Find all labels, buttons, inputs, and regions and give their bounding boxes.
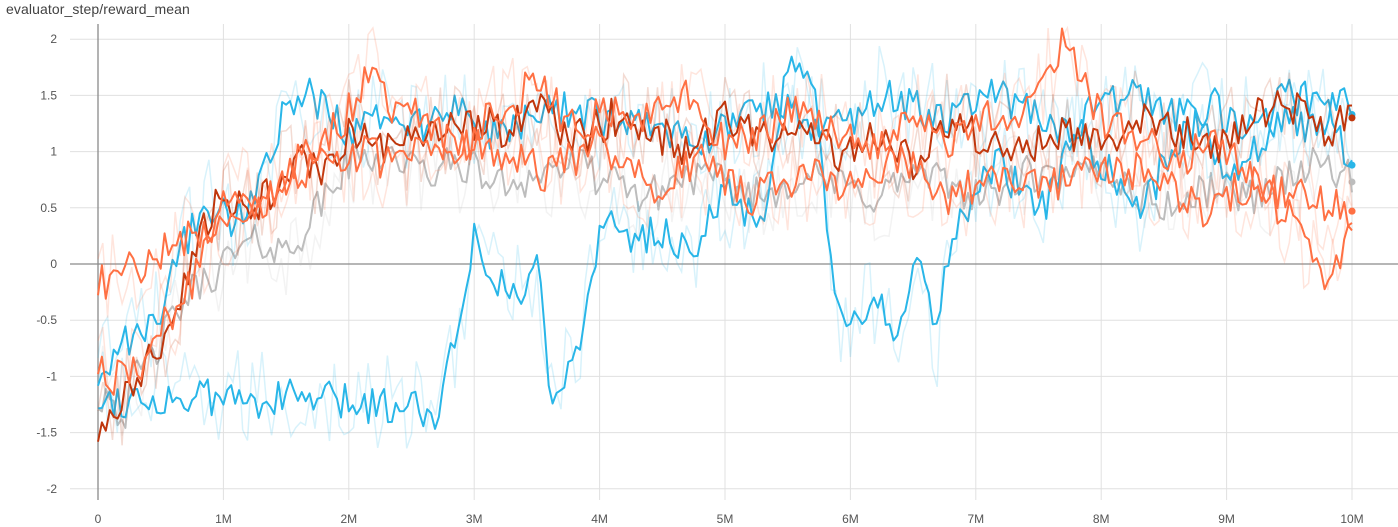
chart-grid (70, 24, 1398, 500)
y-tick-label: -1 (46, 369, 57, 383)
series-end-point (1348, 161, 1356, 169)
series-line (97, 27, 1353, 396)
y-tick-label: -2 (46, 482, 57, 496)
series-line (97, 123, 1353, 300)
x-tick-label: 7M (967, 512, 984, 526)
chart-axes (70, 24, 1398, 500)
series-line (97, 144, 1353, 429)
series-raw-line (97, 120, 1353, 436)
x-tick-label: 0 (95, 512, 102, 526)
x-tick-label: 10M (1340, 512, 1363, 526)
x-tick-label: 6M (842, 512, 859, 526)
x-tick-label: 3M (466, 512, 483, 526)
chart-series (97, 25, 1356, 449)
x-tick-label: 8M (1093, 512, 1110, 526)
x-tick-label: 5M (717, 512, 734, 526)
y-tick-label: 0 (50, 257, 57, 271)
chart-title: evaluator_step/reward_mean (6, 1, 190, 17)
y-tick-label: -1.5 (36, 426, 57, 440)
series-end-point (1348, 178, 1356, 186)
series-line (97, 77, 1353, 387)
y-tick-label: 0.5 (40, 201, 57, 215)
x-tick-label: 4M (591, 512, 608, 526)
y-tick-label: 1.5 (40, 88, 57, 102)
x-tick-label: 9M (1218, 512, 1235, 526)
series-raw-line (97, 97, 1353, 318)
y-tick-label: 1 (50, 145, 57, 159)
chart-tick-labels: 2 1.5 1 0.5 0 -0.5 -1 -1.5 -2 0 1M 2M 3M 4M 5M 6M 7M 8M 9M… (36, 32, 1363, 526)
x-tick-label: 2M (340, 512, 357, 526)
y-tick-label: -0.5 (36, 313, 57, 327)
series-end-point (1348, 207, 1356, 215)
series-raw-line (97, 70, 1353, 446)
y-tick-label: 2 (50, 32, 57, 46)
series-end-point (1348, 114, 1356, 122)
series-line (97, 90, 1353, 442)
x-tick-label: 1M (215, 512, 232, 526)
series-raw-line (97, 47, 1353, 449)
